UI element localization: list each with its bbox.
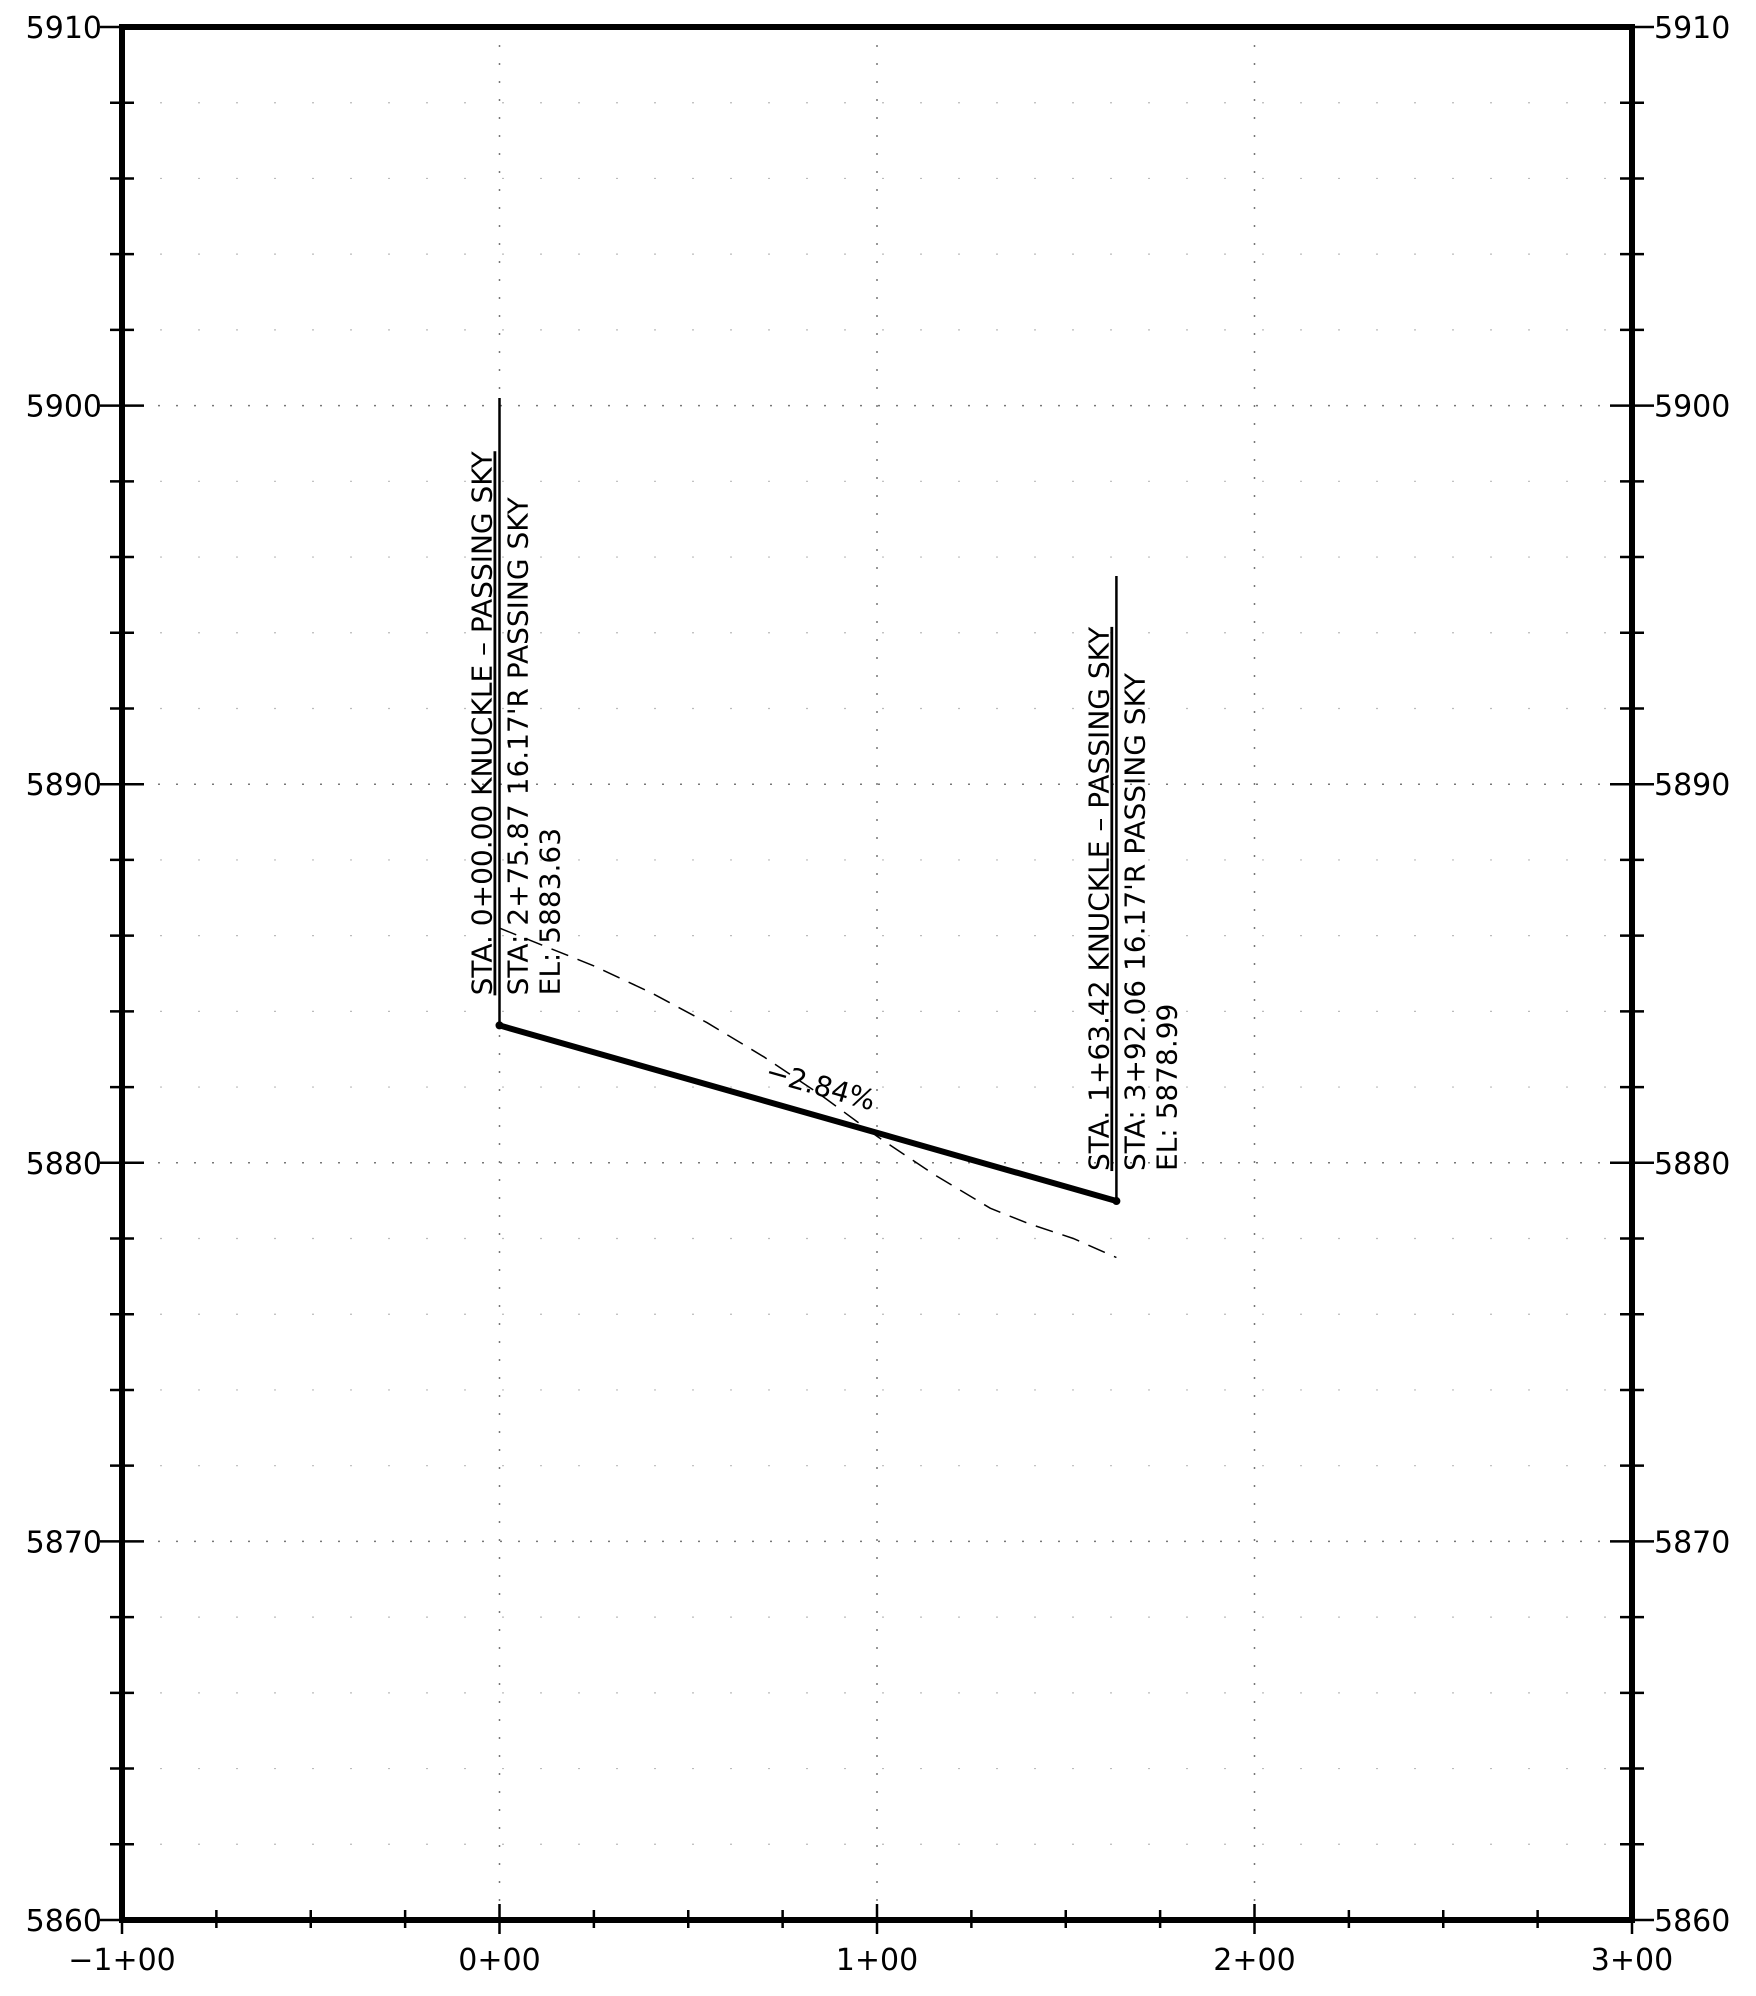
y-tick-label-right: 5900 (1654, 390, 1730, 425)
tick-labels-layer: −1+00 0+00 1+00 2+00 3+00 5860 5860 5870 5870 588… (26, 11, 1731, 1978)
y-tick-label-left: 5870 (26, 1525, 102, 1560)
annotation-text: STA: 2+75.87 16.17'R PASSING SKY (502, 496, 535, 995)
x-tick-label: −1+00 (68, 1943, 176, 1978)
y-tick-label-right: 5880 (1654, 1147, 1730, 1182)
grid-layer (122, 27, 1632, 1920)
annotation-text: STA: 3+92.06 16.17'R PASSING SKY (1118, 672, 1151, 1171)
annotation-text: EL: 5883.63 (534, 828, 567, 995)
y-tick-label-left: 5860 (26, 1904, 102, 1939)
design-profile-line (496, 1022, 1120, 1204)
annotations-layer: STA. 0+00.00 KNUCKLE – PASSING SKY STA: 2… (466, 398, 1183, 1202)
y-tick-label-right: 5890 (1654, 768, 1730, 803)
x-tick-label: 0+00 (458, 1943, 540, 1978)
y-tick-label-right: 5860 (1654, 1904, 1730, 1939)
annotation-text: STA. 1+63.42 KNUCKLE – PASSING SKY (1082, 626, 1115, 1171)
existing-ground-line (499, 927, 1117, 1259)
y-tick-label-right: 5870 (1654, 1525, 1730, 1560)
y-tick-label-left: 5890 (26, 768, 102, 803)
x-tick-label: 1+00 (836, 1943, 918, 1978)
x-tick-label: 3+00 (1591, 1943, 1673, 1978)
annotation-text: STA. 0+00.00 KNUCKLE – PASSING SKY (466, 450, 499, 995)
y-tick-label-left: 5900 (26, 390, 102, 425)
y-tick-label-left: 5880 (26, 1147, 102, 1182)
y-tick-label-left: 5910 (26, 11, 102, 46)
x-tick-label: 2+00 (1213, 1943, 1295, 1978)
y-tick-label-right: 5910 (1654, 11, 1730, 46)
plot-frame (119, 24, 1635, 1923)
annotation-text: EL: 5878.99 (1150, 1004, 1183, 1171)
